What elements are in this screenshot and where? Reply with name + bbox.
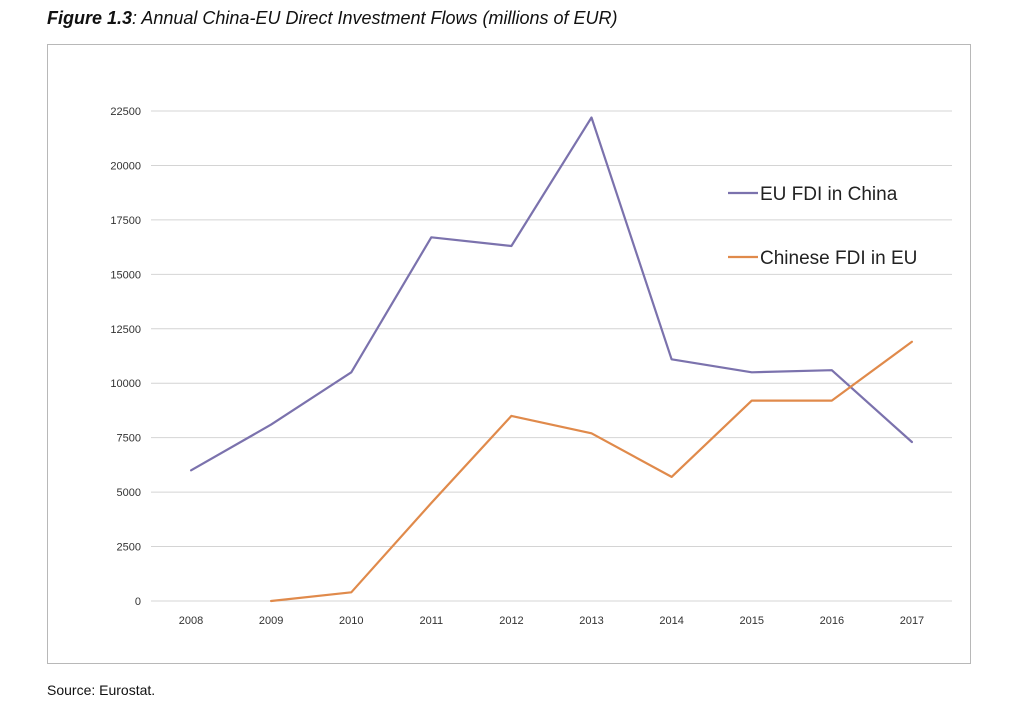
x-tick-label-2014: 2014 <box>659 615 683 627</box>
x-tick-label-2008: 2008 <box>179 615 203 627</box>
figure-label: Figure 1.3 <box>47 8 133 28</box>
y-tick-label-20000: 20000 <box>110 160 141 172</box>
source-note: Source: Eurostat. <box>47 682 156 698</box>
x-tick-label-2013: 2013 <box>579 615 603 627</box>
x-tick-label-2011: 2011 <box>420 615 444 627</box>
y-tick-label-7500: 7500 <box>117 433 141 445</box>
y-tick-label-2500: 2500 <box>117 542 141 554</box>
y-tick-label-17500: 17500 <box>110 215 141 227</box>
x-tick-label-2012: 2012 <box>499 615 523 627</box>
series-line-1 <box>190 116 913 472</box>
x-tick-label-2016: 2016 <box>820 615 844 627</box>
legend-label-1: EU FDI in China <box>760 184 898 205</box>
series-line-2 <box>270 340 913 603</box>
y-tick-label-5000: 5000 <box>117 487 141 499</box>
y-tick-label-15000: 15000 <box>110 269 141 281</box>
legend-label-2: Chinese FDI in EU <box>760 248 917 269</box>
line-chart: 0 2500 5000 7500 10000 12500 15000 17500 20000 22… <box>110 106 952 627</box>
x-tick-label-2010: 2010 <box>339 615 363 627</box>
y-tick-label-22500: 22500 <box>110 106 141 118</box>
x-tick-label-2015: 2015 <box>740 615 764 627</box>
y-tick-label-0: 0 <box>135 596 141 608</box>
x-tick-label-2009: 2009 <box>259 615 283 627</box>
figure-title: Figure 1.3: Annual China-EU Direct Inves… <box>47 8 618 29</box>
x-tick-label-2017: 2017 <box>900 615 924 627</box>
y-tick-label-12500: 12500 <box>110 324 141 336</box>
chart-frame: 0 2500 5000 7500 10000 12500 15000 17500 20000 22… <box>47 44 971 664</box>
y-tick-label-10000: 10000 <box>110 378 141 390</box>
figure-title-text: : Annual China-EU Direct Investment Flow… <box>132 8 618 28</box>
